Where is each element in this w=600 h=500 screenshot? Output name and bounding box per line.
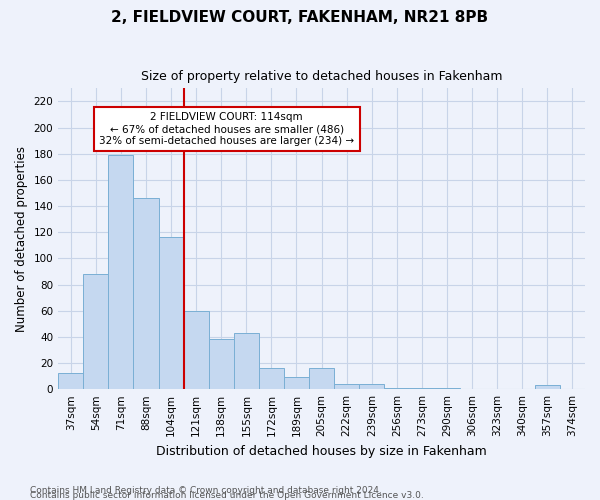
Bar <box>209 340 234 389</box>
Title: Size of property relative to detached houses in Fakenham: Size of property relative to detached ho… <box>141 70 502 83</box>
Bar <box>334 384 359 389</box>
Bar <box>109 155 133 389</box>
Bar <box>409 388 434 389</box>
Bar <box>158 238 184 389</box>
Bar <box>309 368 334 389</box>
Bar <box>259 368 284 389</box>
Bar <box>133 198 158 389</box>
X-axis label: Distribution of detached houses by size in Fakenham: Distribution of detached houses by size … <box>156 444 487 458</box>
Bar <box>184 310 209 389</box>
Text: 2, FIELDVIEW COURT, FAKENHAM, NR21 8PB: 2, FIELDVIEW COURT, FAKENHAM, NR21 8PB <box>112 10 488 25</box>
Bar <box>234 333 259 389</box>
Text: Contains HM Land Registry data © Crown copyright and database right 2024.: Contains HM Land Registry data © Crown c… <box>30 486 382 495</box>
Bar <box>284 378 309 389</box>
Text: Contains public sector information licensed under the Open Government Licence v3: Contains public sector information licen… <box>30 490 424 500</box>
Bar <box>385 388 409 389</box>
Text: 2 FIELDVIEW COURT: 114sqm
← 67% of detached houses are smaller (486)
32% of semi: 2 FIELDVIEW COURT: 114sqm ← 67% of detac… <box>99 112 355 146</box>
Bar <box>434 388 460 389</box>
Bar <box>83 274 109 389</box>
Bar <box>359 384 385 389</box>
Bar <box>58 374 83 389</box>
Bar <box>535 386 560 389</box>
Y-axis label: Number of detached properties: Number of detached properties <box>15 146 28 332</box>
